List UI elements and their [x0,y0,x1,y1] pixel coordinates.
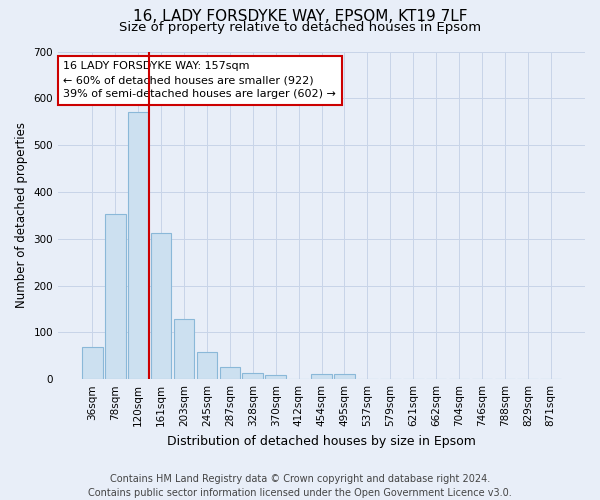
Bar [151,232,172,379]
Bar [82,348,103,379]
Bar [128,112,148,379]
Bar [334,374,355,379]
Bar [265,376,286,379]
Bar [242,372,263,379]
Bar [311,374,332,379]
Bar [220,368,240,379]
Bar [197,352,217,379]
Text: 16, LADY FORSDYKE WAY, EPSOM, KT19 7LF: 16, LADY FORSDYKE WAY, EPSOM, KT19 7LF [133,9,467,24]
Text: 16 LADY FORSDYKE WAY: 157sqm
← 60% of detached houses are smaller (922)
39% of s: 16 LADY FORSDYKE WAY: 157sqm ← 60% of de… [64,62,336,100]
Text: Size of property relative to detached houses in Epsom: Size of property relative to detached ho… [119,21,481,34]
Text: Contains HM Land Registry data © Crown copyright and database right 2024.
Contai: Contains HM Land Registry data © Crown c… [88,474,512,498]
Bar [173,320,194,379]
Y-axis label: Number of detached properties: Number of detached properties [15,122,28,308]
Bar [105,214,125,379]
X-axis label: Distribution of detached houses by size in Epsom: Distribution of detached houses by size … [167,434,476,448]
